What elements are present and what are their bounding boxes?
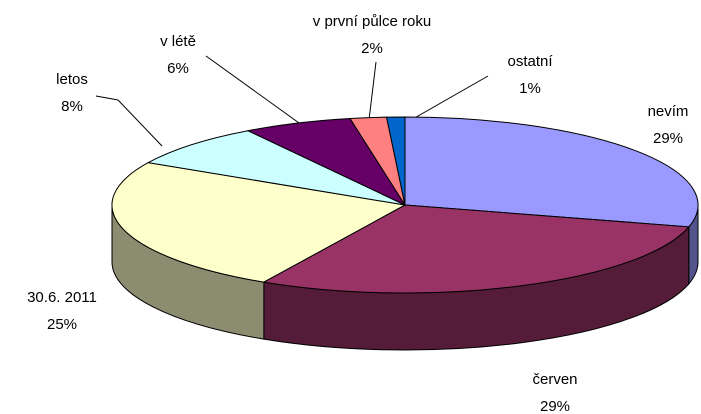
pie-slice bbox=[385, 116, 406, 206]
pie-slice bbox=[146, 130, 406, 206]
value-label: 1% bbox=[519, 80, 541, 97]
pie-slice bbox=[111, 162, 407, 283]
value-label: 2% bbox=[361, 40, 383, 57]
value-label: 29% bbox=[540, 398, 570, 414]
category-label: červen bbox=[532, 371, 577, 388]
leader-line bbox=[367, 61, 377, 129]
category-label: v první půlce roku bbox=[313, 13, 431, 30]
category-label: 30.6. 2011 bbox=[27, 289, 97, 306]
category-label: letos bbox=[56, 71, 88, 88]
value-label: 25% bbox=[47, 316, 77, 333]
category-label: ostatní bbox=[507, 53, 553, 70]
value-label: 29% bbox=[653, 130, 683, 147]
category-label: nevím bbox=[648, 103, 689, 120]
leader-line bbox=[95, 95, 163, 147]
value-label: 8% bbox=[61, 98, 83, 115]
leader-line bbox=[205, 55, 307, 129]
pie-slice bbox=[404, 116, 699, 228]
pie-slice bbox=[262, 204, 690, 294]
category-label: v létě bbox=[160, 33, 196, 50]
value-label: 6% bbox=[167, 60, 189, 77]
